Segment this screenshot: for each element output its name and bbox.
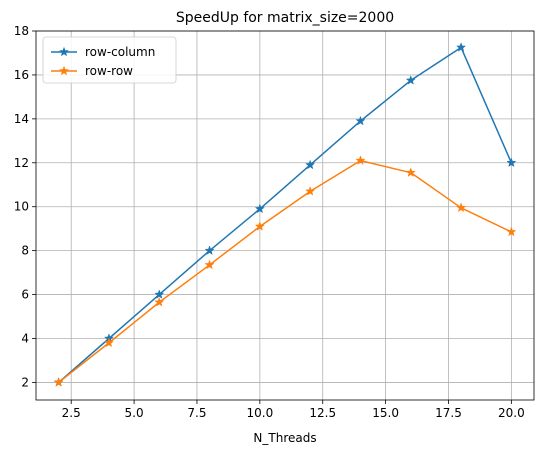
data-point-row-column bbox=[405, 75, 416, 85]
data-point-row-column bbox=[355, 115, 366, 126]
legend-marker bbox=[58, 65, 70, 76]
legend-label: row-column bbox=[85, 45, 155, 59]
data-point-row-column bbox=[154, 289, 165, 299]
x-tick-label: 2.5 bbox=[62, 406, 81, 420]
data-point-row-row bbox=[305, 186, 316, 196]
x-tick-label: 20.0 bbox=[498, 406, 525, 420]
x-tick-label: 5.0 bbox=[125, 406, 144, 420]
legend-marker bbox=[58, 46, 70, 57]
data-point-row-row bbox=[355, 155, 366, 165]
y-tick-label: 2 bbox=[21, 375, 29, 389]
y-tick-label: 4 bbox=[21, 332, 29, 346]
y-tick-label: 14 bbox=[14, 112, 29, 126]
series-line-row-column bbox=[58, 46, 513, 383]
data-point-row-column bbox=[254, 203, 265, 214]
y-tick-label: 12 bbox=[14, 156, 29, 170]
series-line-row-row bbox=[58, 159, 512, 384]
y-tick-label: 16 bbox=[14, 68, 29, 82]
legend-label: row-row bbox=[85, 64, 133, 78]
y-tick-label: 6 bbox=[21, 288, 29, 302]
data-point-row-row bbox=[53, 377, 64, 387]
series-lines bbox=[53, 42, 517, 387]
data-point-row-column bbox=[204, 245, 215, 255]
data-point-row-row bbox=[506, 226, 517, 237]
tick-labels: 2.5 5.0 7.5 10.0 12.5 15.0 17.5 20.0 2 4 6 8 10 12 14 1… bbox=[14, 24, 525, 420]
grid-lines bbox=[36, 30, 534, 400]
y-tick-label: 8 bbox=[21, 244, 29, 258]
x-tick-label: 12.5 bbox=[309, 406, 336, 420]
x-tick-label: 10.0 bbox=[246, 406, 273, 420]
legend: row-column row-row bbox=[42, 36, 177, 84]
x-tick-label: 7.5 bbox=[187, 406, 206, 420]
data-point-row-row bbox=[405, 167, 416, 177]
x-tick-label: 15.0 bbox=[372, 406, 399, 420]
y-tick-label: 18 bbox=[14, 24, 29, 38]
data-point-row-column bbox=[305, 159, 316, 170]
x-axis-label: N_Threads bbox=[253, 431, 316, 445]
data-point-row-column bbox=[506, 157, 517, 168]
data-point-row-row bbox=[154, 296, 165, 307]
data-point-row-column bbox=[456, 42, 467, 52]
chart-title: SpeedUp for matrix_size=2000 bbox=[176, 10, 394, 26]
data-point-row-row bbox=[103, 337, 114, 348]
plot-frame bbox=[35, 30, 535, 401]
x-tick-label: 17.5 bbox=[435, 406, 462, 420]
axes bbox=[32, 30, 535, 404]
data-point-row-row bbox=[254, 221, 265, 231]
y-tick-label: 10 bbox=[14, 200, 29, 214]
data-point-row-row bbox=[204, 259, 215, 270]
data-point-row-row bbox=[456, 202, 467, 213]
